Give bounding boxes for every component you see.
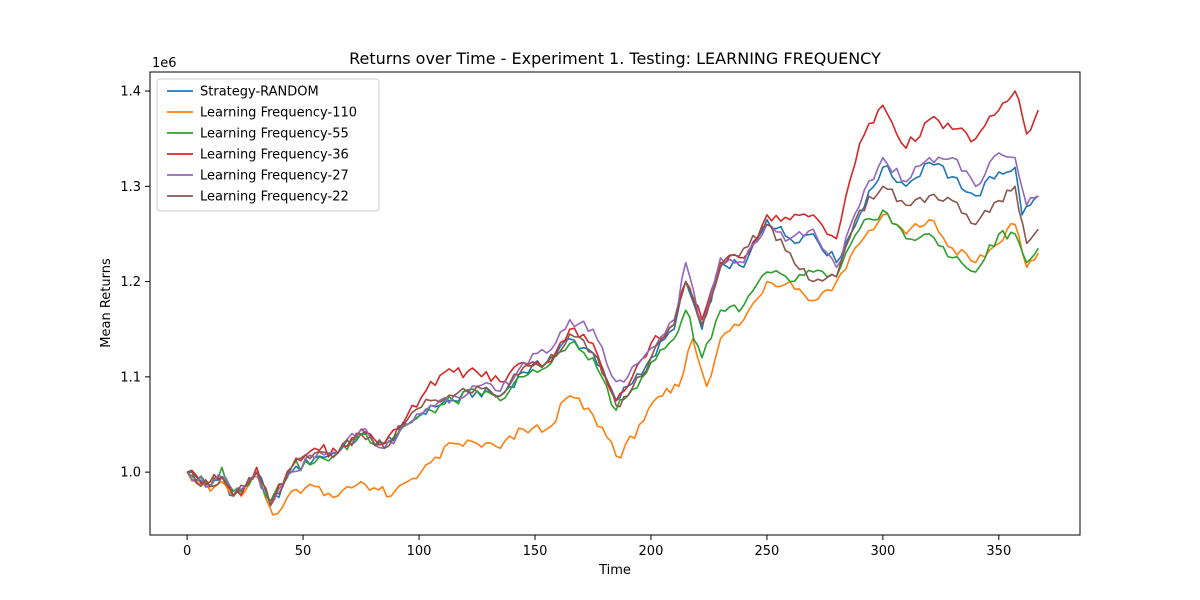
y-offset-label: 1e6 — [152, 56, 177, 71]
legend-entry-label: Strategy-RANDOM — [200, 85, 319, 100]
series-line-1 — [187, 161, 1039, 507]
legend-entry-label: Learning Frequency-27 — [200, 169, 349, 184]
chart-title: Returns over Time - Experiment 1. Testin… — [349, 49, 881, 68]
series-layer — [186, 90, 1039, 516]
legend: Strategy-RANDOM Learning Frequency-110 Lea… — [156, 78, 380, 212]
x-tick-label: 250 — [754, 544, 779, 559]
legend-entry-label: Learning Frequency-55 — [200, 127, 349, 142]
x-tick-label: 50 — [295, 544, 312, 559]
y-axis: 1.0 1.1 1.2 1.3 1.4 — [120, 85, 150, 481]
x-tick-label: 300 — [870, 544, 895, 559]
legend-entry-label: Learning Frequency-36 — [200, 148, 349, 163]
series-line-6 — [186, 185, 1039, 507]
x-tick-label: 0 — [183, 544, 191, 559]
legend-entry-label: Learning Frequency-22 — [200, 190, 349, 205]
series-line-3 — [186, 209, 1039, 502]
x-tick-label: 200 — [639, 544, 664, 559]
y-tick-label: 1.4 — [120, 85, 141, 100]
plot-frame — [149, 71, 1081, 536]
y-tick-label: 1.1 — [120, 370, 141, 385]
legend-box — [156, 78, 380, 212]
legend-entry-label: Learning Frequency-110 — [200, 106, 357, 121]
x-axis: 0 50 100 150 200 250 300 350 — [183, 535, 1011, 559]
y-tick-label: 1.3 — [120, 180, 141, 195]
x-tick-label: 100 — [407, 544, 432, 559]
x-tick-label: 150 — [523, 544, 548, 559]
x-axis-label: Time — [598, 563, 631, 578]
series-line-2 — [186, 212, 1039, 516]
y-tick-label: 1.2 — [120, 275, 141, 290]
y-axis-label: Mean Returns — [99, 258, 114, 348]
series-line-5 — [186, 152, 1039, 507]
y-tick-label: 1.0 — [120, 466, 141, 481]
x-tick-label: 350 — [986, 544, 1011, 559]
